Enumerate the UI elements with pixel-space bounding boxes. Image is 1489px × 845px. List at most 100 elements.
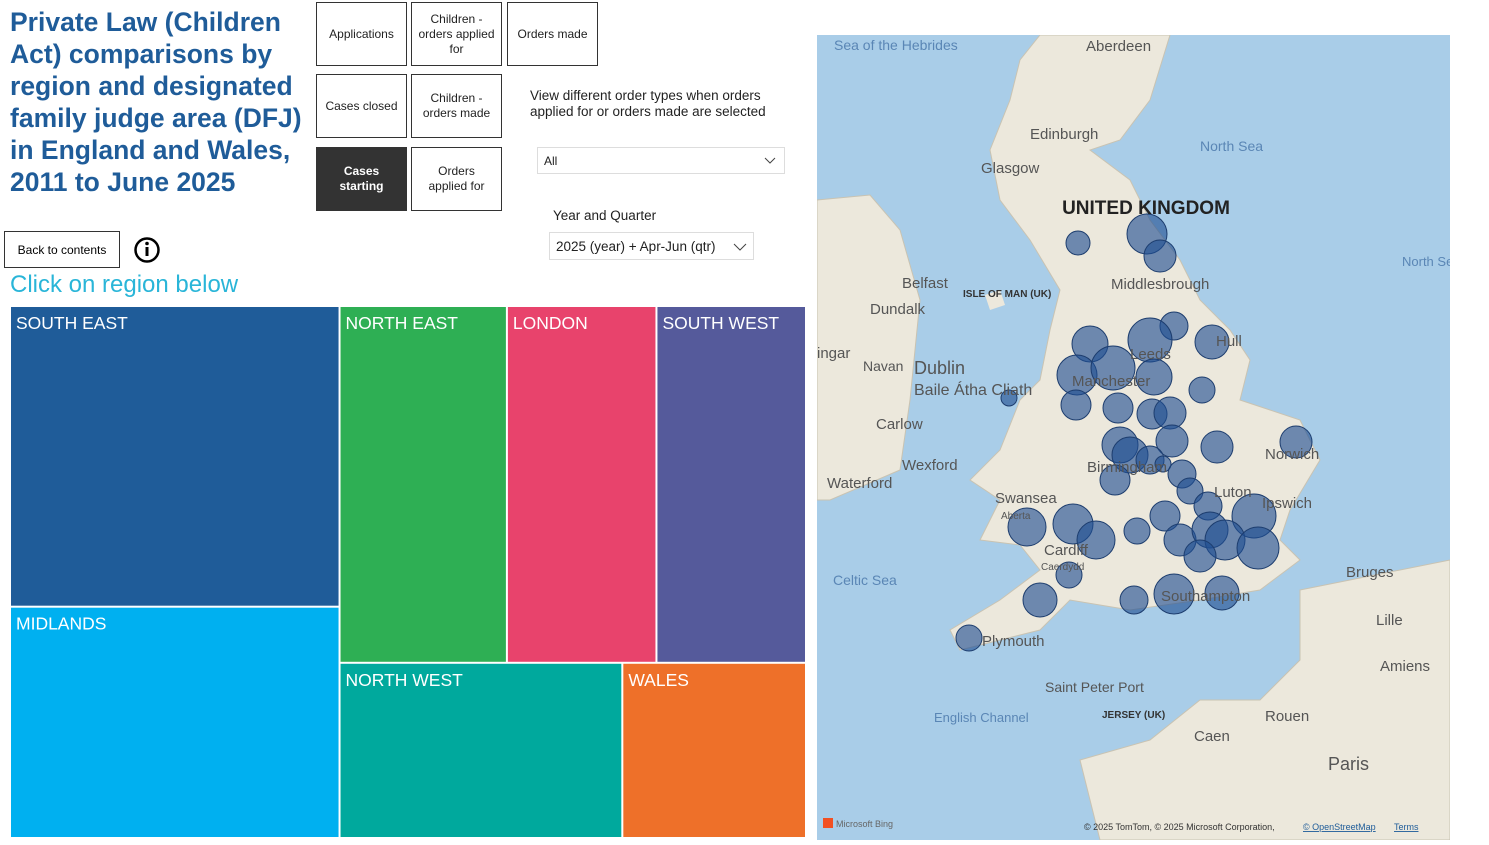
map-label: Birmingham xyxy=(1087,459,1167,476)
treemap-tile[interactable] xyxy=(11,607,339,837)
map-bubble[interactable] xyxy=(1149,500,1181,532)
map-label: Edinburgh xyxy=(1030,126,1098,143)
map-label: Belfast xyxy=(902,275,949,292)
tile-label: LONDON xyxy=(513,313,588,333)
map-bubble[interactable] xyxy=(1065,230,1091,256)
treemap-tile[interactable] xyxy=(507,307,656,662)
dropdown[interactable]: All xyxy=(537,147,785,174)
tab-button[interactable]: Children - orders applied for xyxy=(411,2,502,66)
map-label: Rouen xyxy=(1265,708,1309,725)
tile-label: MIDLANDS xyxy=(16,614,106,634)
map-bubble[interactable] xyxy=(1090,345,1136,391)
treemap: SOUTH EAST MIDLANDS NORTH EAST LONDON SOUTH … xyxy=(11,307,805,837)
map-label: Aberta xyxy=(1001,511,1031,522)
map-bubble[interactable] xyxy=(1000,389,1018,407)
map-label: Glasgow xyxy=(981,160,1040,177)
map-label: Lille xyxy=(1376,612,1403,629)
map-link[interactable]: Terms xyxy=(1394,822,1419,832)
map-bubble[interactable] xyxy=(1236,526,1280,570)
dropdown[interactable]: 2025 (year) + Apr-Jun (qtr) xyxy=(549,232,754,260)
map-label: Middlesbrough xyxy=(1111,276,1209,293)
tile-label: SOUTH EAST xyxy=(16,313,128,333)
map-label: UNITED KINGDOM xyxy=(1062,198,1230,219)
map-label: Baile Átha Cliath xyxy=(914,380,1032,399)
chevron xyxy=(733,243,747,251)
map-bubble[interactable] xyxy=(1007,507,1047,547)
map-label: Luton xyxy=(1214,484,1252,501)
map-bubble[interactable] xyxy=(1119,585,1149,615)
land: Sea of the Hebrides Aberdeen Edinburgh G… xyxy=(817,35,1450,840)
tab-button[interactable]: Cases starting xyxy=(316,147,407,211)
map-bubble[interactable] xyxy=(1194,324,1230,360)
map-bubble[interactable] xyxy=(1155,424,1189,458)
map-label: Dublin xyxy=(914,358,965,378)
treemap-tile[interactable] xyxy=(623,663,805,837)
map-label: North Se xyxy=(1402,254,1450,269)
tab-button[interactable]: Cases closed xyxy=(316,74,407,138)
map-bubble[interactable] xyxy=(1154,455,1172,473)
map-label: Caerdydd xyxy=(1041,562,1084,573)
map-bubble[interactable] xyxy=(1123,517,1151,545)
page-title: Private Law (Children Act) comparisons b… xyxy=(10,7,302,197)
tile-label: NORTH EAST xyxy=(346,313,459,333)
map[interactable]: Sea of the Hebrides Aberdeen Edinburgh G… xyxy=(817,35,1450,840)
dropdown-value: All xyxy=(544,153,558,168)
map-label: Plymouth xyxy=(982,633,1045,650)
map-bubble[interactable] xyxy=(1076,520,1116,560)
tile-label: SOUTH WEST xyxy=(662,313,779,333)
chevron xyxy=(764,157,776,164)
map-bubble[interactable] xyxy=(1143,239,1177,273)
treemap-tile[interactable] xyxy=(657,307,805,662)
map-label: ingar xyxy=(817,345,850,362)
map-label: Aberdeen xyxy=(1086,38,1151,55)
back-button[interactable]: Back to contents xyxy=(4,231,120,268)
map-bubble[interactable] xyxy=(1135,358,1173,396)
map-bubble[interactable] xyxy=(955,624,983,652)
tab-button[interactable]: Orders made xyxy=(507,2,598,66)
map-bubble[interactable] xyxy=(1102,392,1134,424)
tab-button[interactable]: Children - orders made xyxy=(411,74,502,138)
map-label: Southampton xyxy=(1161,588,1250,605)
map-bubble[interactable] xyxy=(1200,430,1234,464)
map-label: Cardiff xyxy=(1044,542,1089,559)
map-bubble[interactable] xyxy=(1060,389,1092,421)
map-label: Ipswich xyxy=(1262,495,1312,512)
treemap-tile[interactable] xyxy=(340,307,506,662)
tab-button[interactable]: Orders applied for xyxy=(411,147,502,211)
map-bubble[interactable] xyxy=(1188,376,1216,404)
map-bubble[interactable] xyxy=(1153,396,1187,430)
map-attribution: Microsoft Bing xyxy=(836,819,893,829)
map-bubble[interactable] xyxy=(1055,561,1083,589)
tile-label: WALES xyxy=(628,670,689,690)
map-label: North Sea xyxy=(1200,138,1263,154)
map-label: English Channel xyxy=(934,710,1029,725)
map-label: Norwich xyxy=(1265,446,1319,463)
bing-logo xyxy=(823,818,833,828)
note: View different order types when orders a… xyxy=(530,88,766,119)
map-bubble[interactable] xyxy=(1153,573,1195,615)
map-label: Amiens xyxy=(1380,658,1430,675)
map-label: Caen xyxy=(1194,728,1230,745)
slicer-label: Year and Quarter xyxy=(553,208,657,223)
instruction: Click on region below xyxy=(10,271,239,298)
map-label: Bruges xyxy=(1346,564,1394,581)
map-bubble[interactable] xyxy=(1099,464,1131,496)
treemap-tile[interactable] xyxy=(11,307,339,606)
map-label: Hull xyxy=(1216,333,1242,350)
map-label: Sea of the Hebrides xyxy=(834,37,958,53)
map-label: JERSEY (UK) xyxy=(1102,710,1165,721)
info-icon[interactable] xyxy=(133,236,161,264)
map-label: Dundalk xyxy=(870,301,926,318)
map-bubble[interactable] xyxy=(1279,425,1313,459)
map-copyright: © 2025 TomTom, © 2025 Microsoft Corporat… xyxy=(1084,822,1275,832)
map-bubble[interactable] xyxy=(1183,539,1217,573)
map-link[interactable]: © OpenStreetMap xyxy=(1303,822,1376,832)
map-label: Paris xyxy=(1328,754,1369,774)
tab-button[interactable]: Applications xyxy=(316,2,407,66)
map-bubble[interactable] xyxy=(1022,582,1058,618)
map-label: Navan xyxy=(863,358,903,374)
map-bubble[interactable] xyxy=(1204,575,1240,611)
map-label: Wexford xyxy=(902,457,958,474)
treemap-tile[interactable] xyxy=(340,663,622,837)
